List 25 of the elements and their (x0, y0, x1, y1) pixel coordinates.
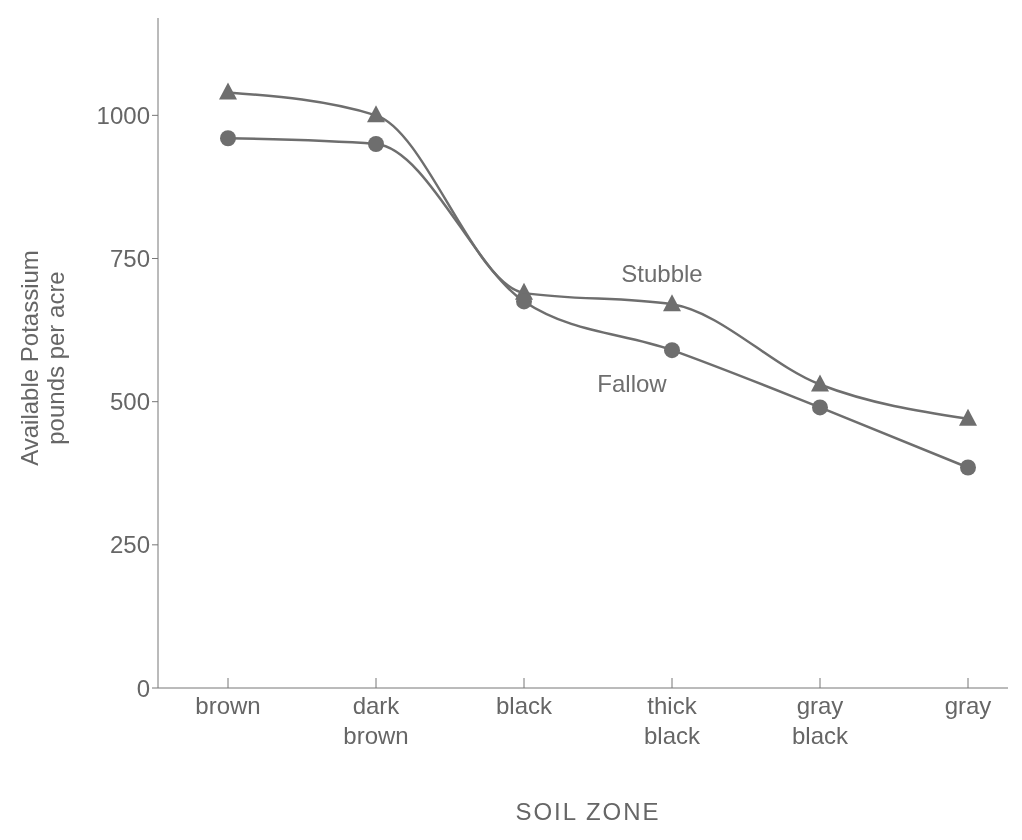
y-tick-label: 0 (136, 674, 150, 702)
point (220, 130, 236, 147)
point (960, 459, 976, 476)
x-tick-label: black (495, 692, 554, 719)
point (812, 399, 828, 416)
x-axis-title: SOIL ZONE (514, 798, 662, 826)
y-tick-label: 1000 (96, 101, 150, 129)
point (664, 342, 680, 359)
point (368, 135, 384, 152)
point (959, 408, 977, 426)
x-tick-label: dark brown (343, 692, 409, 749)
x-tick-label: gray black (791, 692, 850, 749)
x-tick-label: thick black (643, 692, 702, 749)
point (663, 294, 681, 312)
y-tick-label: 250 (109, 531, 150, 559)
point (811, 374, 829, 392)
point (367, 105, 385, 123)
series-label: Stubble (621, 260, 703, 288)
x-tick-label: gray (944, 692, 992, 719)
y-axis-title: Available Potassium pounds per acre (16, 250, 70, 466)
x-tick-label: brown (195, 692, 261, 719)
y-tick-label: 750 (109, 245, 150, 273)
series-label: Fallow (597, 370, 668, 398)
y-tick-label: 500 (109, 388, 150, 416)
point (219, 82, 237, 100)
